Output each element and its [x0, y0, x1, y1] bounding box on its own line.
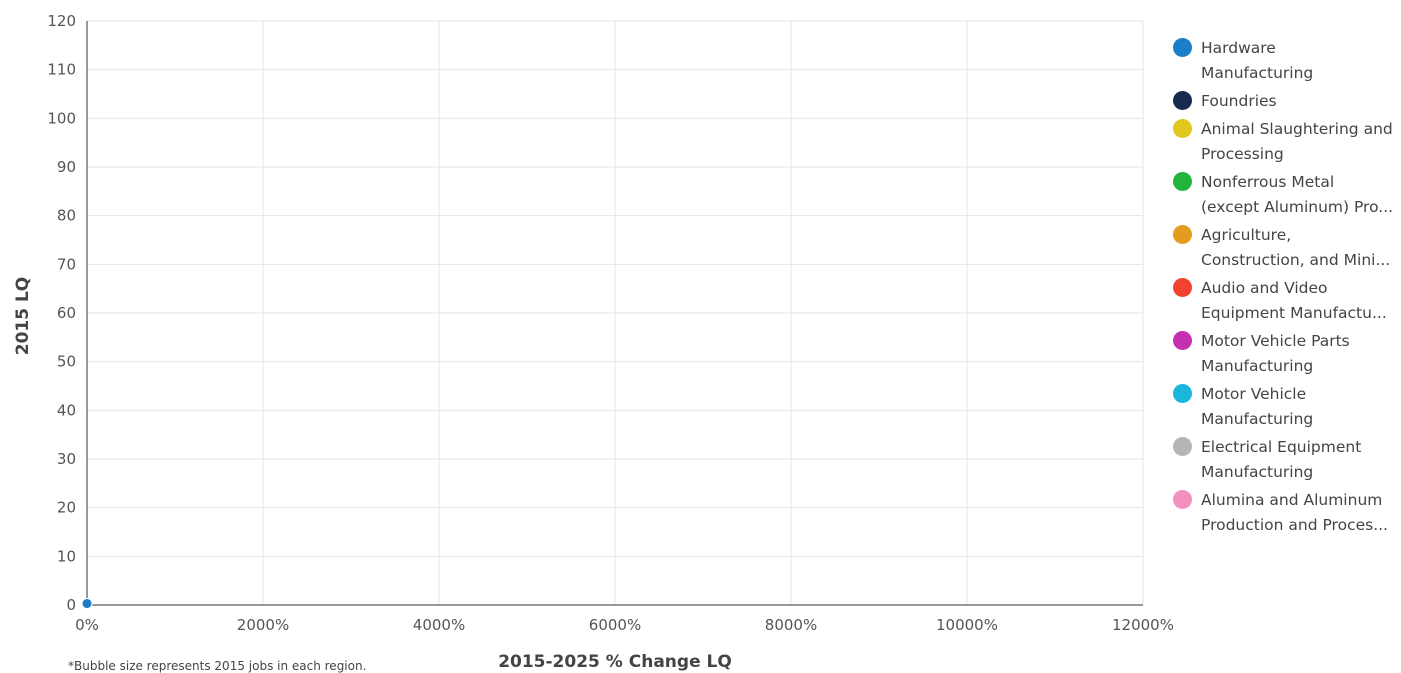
x-axis-title: 2015-2025 % Change LQ	[498, 652, 732, 672]
legend-label: Hardware Manufacturing	[1201, 39, 1314, 82]
x-tick-label: 0%	[75, 616, 99, 634]
x-tick-label: 8000%	[765, 616, 817, 634]
y-tick-label: 100	[47, 109, 76, 127]
y-tick-label: 40	[57, 401, 76, 419]
x-tick-label: 2000%	[237, 616, 289, 634]
y-axis-title: 2015 LQ	[13, 277, 33, 356]
data-points	[81, 598, 93, 610]
legend-item[interactable]: Electrical Equipment Manufacturing	[1173, 435, 1401, 485]
legend-item[interactable]: Hardware Manufacturing	[1173, 36, 1401, 86]
legend-item[interactable]: Animal Slaughtering and Processing	[1173, 117, 1401, 167]
legend-item[interactable]: Nonferrous Metal (except Aluminum) Pro..…	[1173, 170, 1401, 220]
axes	[86, 21, 1143, 606]
chart-legend: Hardware Manufacturing Foundries Animal Sl…	[1173, 36, 1401, 541]
x-axis-ticks: 0% 2000% 4000% 6000% 8000% 10000% 12000%	[75, 616, 1174, 634]
legend-item[interactable]: Motor Vehicle Manufacturing	[1173, 382, 1401, 432]
legend-marker-icon	[1173, 278, 1192, 297]
legend-label: Electrical Equipment Manufacturing	[1201, 438, 1362, 481]
y-tick-label: 120	[47, 12, 76, 30]
chart-footnote: *Bubble size represents 2015 jobs in eac…	[68, 659, 367, 673]
legend-marker-icon	[1173, 437, 1192, 456]
x-tick-label: 12000%	[1112, 616, 1174, 634]
legend-marker-icon	[1173, 38, 1192, 57]
legend-label: Alumina and Aluminum Production and Proc…	[1201, 491, 1388, 534]
y-tick-label: 50	[57, 353, 76, 371]
data-point[interactable]	[81, 598, 93, 610]
y-tick-label: 30	[57, 450, 76, 468]
legend-marker-icon	[1173, 490, 1192, 509]
legend-label: Nonferrous Metal (except Aluminum) Pro..…	[1201, 173, 1394, 216]
x-tick-label: 4000%	[413, 616, 465, 634]
y-tick-label: 60	[57, 304, 76, 322]
legend-label: Agriculture, Construction, and Mini...	[1201, 226, 1391, 269]
legend-marker-icon	[1173, 119, 1192, 138]
y-tick-label: 90	[57, 158, 76, 176]
legend-marker-icon	[1173, 384, 1192, 403]
legend-label: Motor Vehicle Parts Manufacturing	[1201, 332, 1350, 375]
legend-label: Foundries	[1201, 92, 1277, 110]
grid-lines	[87, 20, 1144, 605]
legend-item[interactable]: Motor Vehicle Parts Manufacturing	[1173, 329, 1401, 379]
legend-marker-icon	[1173, 172, 1192, 191]
y-tick-label: 0	[66, 596, 76, 614]
y-tick-label: 20	[57, 499, 76, 517]
y-tick-label: 70	[57, 255, 76, 273]
legend-label: Motor Vehicle Manufacturing	[1201, 385, 1314, 428]
x-tick-label: 6000%	[589, 616, 641, 634]
y-tick-label: 10	[57, 547, 76, 565]
y-axis-ticks: 0 10 20 30 40 50 60 70 80 90 100 110 120	[47, 12, 76, 614]
legend-label: Audio and Video Equipment Manufactu...	[1201, 279, 1387, 322]
legend-item[interactable]: Agriculture, Construction, and Mini...	[1173, 223, 1401, 273]
y-tick-label: 110	[47, 61, 76, 79]
legend-item[interactable]: Alumina and Aluminum Production and Proc…	[1173, 488, 1401, 538]
legend-item[interactable]: Audio and Video Equipment Manufactu...	[1173, 276, 1401, 326]
y-tick-label: 80	[57, 207, 76, 225]
legend-label: Animal Slaughtering and Processing	[1201, 120, 1393, 163]
legend-item[interactable]: Foundries	[1173, 89, 1401, 114]
legend-marker-icon	[1173, 225, 1192, 244]
x-tick-label: 10000%	[936, 616, 998, 634]
legend-marker-icon	[1173, 91, 1192, 110]
legend-marker-icon	[1173, 331, 1192, 350]
